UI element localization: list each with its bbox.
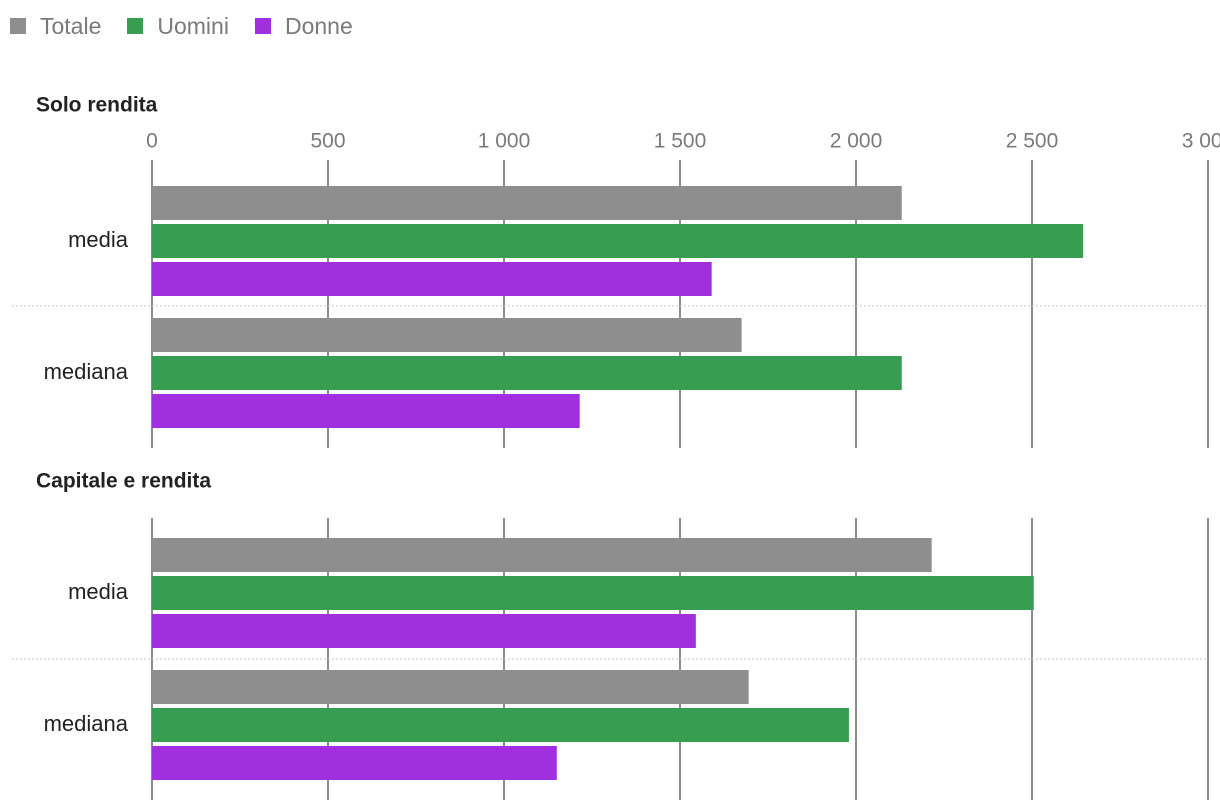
panel-title: Solo rendita: [36, 94, 158, 117]
x-tick-label: 2 000: [830, 130, 883, 153]
legend-item-totale[interactable]: Totale: [10, 13, 101, 40]
bar-donne: [152, 746, 557, 780]
category-label: mediana: [44, 359, 129, 384]
legend: Totale Uomini Donne: [10, 12, 379, 40]
legend-swatch-totale: [10, 18, 26, 34]
category-label: media: [68, 579, 129, 604]
bar-uomini: [152, 224, 1084, 258]
category-label: media: [68, 227, 129, 252]
legend-swatch-donne: [254, 18, 271, 34]
bar-totale: [152, 186, 902, 220]
x-tick-label: 1 500: [654, 130, 707, 153]
legend-label-donne: Donne: [284, 12, 353, 39]
bar-donne: [152, 614, 696, 648]
x-tick-label: 500: [310, 130, 345, 153]
legend-label-totale: Totale: [40, 12, 102, 39]
bar-uomini: [152, 356, 902, 390]
category-label: mediana: [44, 711, 129, 736]
x-tick-label: 3 000: [1182, 130, 1220, 153]
bar-totale: [152, 538, 932, 572]
bar-uomini: [152, 576, 1034, 610]
bar-totale: [152, 318, 742, 352]
x-tick-label: 1 000: [478, 130, 531, 153]
bar-donne: [152, 394, 580, 428]
bar-donne: [152, 262, 712, 296]
bar-uomini: [152, 708, 849, 742]
legend-label-uomini: Uomini: [157, 12, 229, 39]
legend-item-donne[interactable]: Donne: [254, 12, 353, 40]
bar-totale: [152, 670, 749, 704]
x-tick-label: 0: [146, 130, 158, 153]
x-tick-label: 2 500: [1006, 130, 1059, 153]
legend-item-uomini[interactable]: Uomini: [127, 13, 229, 40]
legend-swatch-uomini: [127, 18, 144, 34]
panel-title: Capitale e rendita: [36, 470, 211, 493]
